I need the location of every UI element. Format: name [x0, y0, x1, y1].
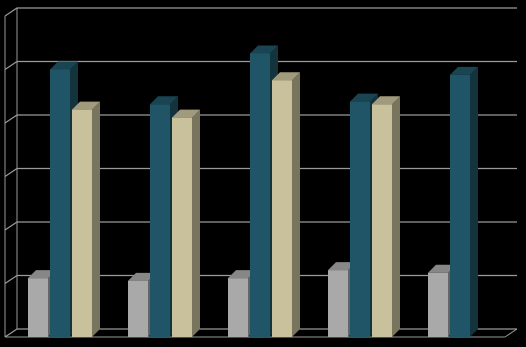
bar-face — [128, 272, 156, 281]
bar-face — [92, 101, 100, 337]
bar-face — [150, 96, 178, 105]
bar-face — [228, 270, 256, 279]
grid-line — [4, 7, 517, 17]
bar-face — [350, 101, 370, 337]
bar-face — [128, 280, 148, 337]
bar-face — [272, 72, 300, 81]
bar-face — [428, 272, 448, 337]
bar-face — [172, 109, 200, 118]
bar-face — [272, 80, 292, 337]
bar-face — [470, 66, 478, 337]
bar-face — [72, 101, 100, 110]
bar-face — [328, 270, 348, 337]
bar-face — [72, 109, 92, 337]
bar-face — [350, 93, 378, 102]
bar-face — [50, 69, 70, 337]
bar-face — [250, 45, 278, 54]
bar-face — [372, 96, 400, 105]
bar-face — [428, 264, 456, 273]
bar-face — [250, 53, 270, 337]
bar-face — [372, 104, 392, 338]
bar-face — [28, 270, 56, 279]
bar-face — [28, 278, 48, 337]
bar-face — [228, 278, 248, 337]
bar — [450, 66, 478, 337]
bar — [72, 101, 100, 337]
grid-line — [4, 60, 517, 70]
bar-face — [292, 72, 300, 337]
bar — [372, 96, 400, 338]
bar — [272, 72, 300, 337]
bar-face — [172, 117, 192, 338]
bar-face — [450, 74, 470, 337]
bar-face — [192, 109, 200, 338]
axis-line — [504, 328, 518, 338]
bar-face — [50, 61, 78, 70]
bar-face — [392, 96, 400, 338]
bar — [172, 109, 200, 338]
bar-face — [150, 104, 170, 338]
bar-face — [328, 262, 356, 271]
bar-face — [450, 66, 478, 75]
